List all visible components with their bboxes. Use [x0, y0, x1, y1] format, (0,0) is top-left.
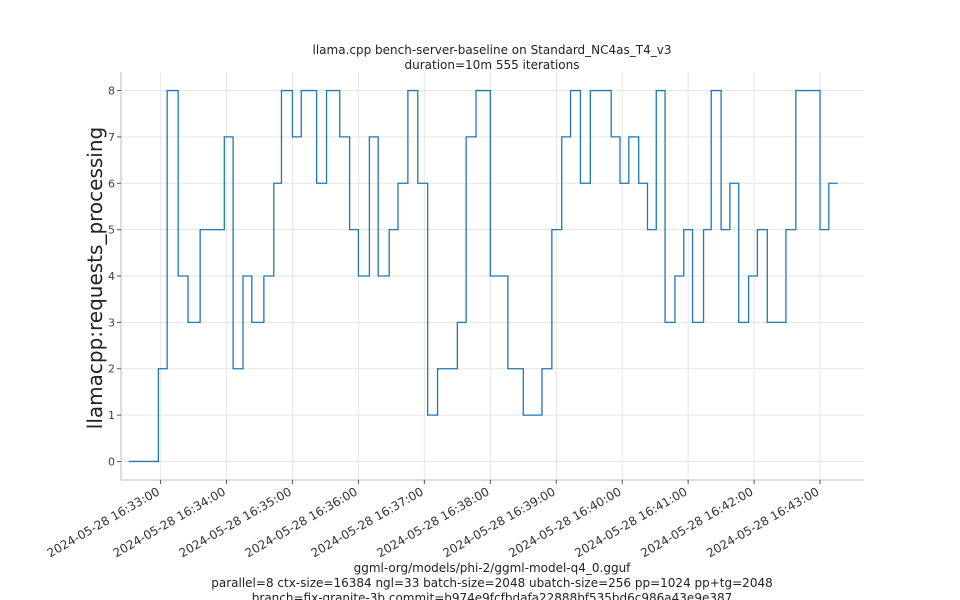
x-axis-label-line-2: parallel=8 ctx-size=16384 ngl=33 batch-s…	[211, 576, 772, 590]
x-axis-label-line-3: branch=fix-granite-3b commit=b974e9fcfbd…	[252, 591, 732, 600]
y-tick-label: 5	[108, 224, 115, 237]
x-tick-label: 2024-05-28 16:38:00	[374, 484, 491, 560]
y-tick-label: 6	[108, 177, 115, 190]
x-axis-label-line-1: ggml-org/models/phi-2/ggml-model-q4_0.gg…	[354, 561, 632, 575]
x-tick-label: 2024-05-28 16:40:00	[506, 484, 623, 560]
x-tick-label: 2024-05-28 16:43:00	[704, 484, 821, 560]
x-tick-label: 2024-05-28 16:33:00	[45, 484, 162, 560]
x-tick-label: 2024-05-28 16:34:00	[111, 484, 228, 560]
x-tick-label: 2024-05-28 16:39:00	[440, 484, 557, 560]
y-tick-label: 3	[108, 316, 115, 329]
x-tick-label: 2024-05-28 16:37:00	[308, 484, 425, 560]
series-line-requests-processing	[128, 89, 838, 463]
y-tick-label: 2	[108, 363, 115, 376]
x-tick-label: 2024-05-28 16:36:00	[243, 484, 360, 560]
y-tick-label: 7	[108, 131, 115, 144]
x-tick-label: 2024-05-28 16:41:00	[572, 484, 689, 560]
x-tick-label: 2024-05-28 16:35:00	[177, 484, 294, 560]
chart-title: llama.cpp bench-server-baseline on Stand…	[313, 43, 672, 57]
y-tick-label: 0	[108, 455, 115, 468]
y-tick-label: 1	[108, 409, 115, 422]
y-tick-label: 8	[108, 85, 115, 98]
chart-subtitle: duration=10m 555 iterations	[405, 58, 580, 72]
y-tick-label: 4	[108, 270, 115, 283]
x-tick-label: 2024-05-28 16:42:00	[638, 484, 755, 560]
y-axis-label: llamacpp:requests_processing	[83, 127, 107, 429]
y-axis-ticks: 0 1 2 3 4 5 6 7 8	[108, 85, 121, 468]
